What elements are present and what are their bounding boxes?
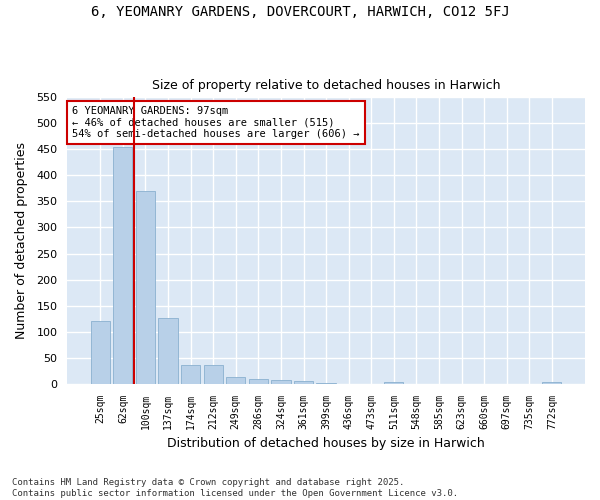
Bar — [316, 382, 335, 384]
Bar — [181, 366, 200, 384]
Bar — [271, 380, 290, 384]
Bar — [226, 378, 245, 384]
Bar — [203, 366, 223, 384]
Bar — [91, 321, 110, 384]
Text: 6, YEOMANRY GARDENS, DOVERCOURT, HARWICH, CO12 5FJ: 6, YEOMANRY GARDENS, DOVERCOURT, HARWICH… — [91, 5, 509, 19]
Bar — [294, 380, 313, 384]
Title: Size of property relative to detached houses in Harwich: Size of property relative to detached ho… — [152, 79, 500, 92]
X-axis label: Distribution of detached houses by size in Harwich: Distribution of detached houses by size … — [167, 437, 485, 450]
Text: 6 YEOMANRY GARDENS: 97sqm
← 46% of detached houses are smaller (515)
54% of semi: 6 YEOMANRY GARDENS: 97sqm ← 46% of detac… — [73, 106, 360, 139]
Bar — [249, 379, 268, 384]
Text: Contains HM Land Registry data © Crown copyright and database right 2025.
Contai: Contains HM Land Registry data © Crown c… — [12, 478, 458, 498]
Bar — [384, 382, 403, 384]
Bar — [158, 318, 178, 384]
Bar — [542, 382, 562, 384]
Y-axis label: Number of detached properties: Number of detached properties — [15, 142, 28, 339]
Bar — [113, 147, 133, 384]
Bar — [136, 191, 155, 384]
